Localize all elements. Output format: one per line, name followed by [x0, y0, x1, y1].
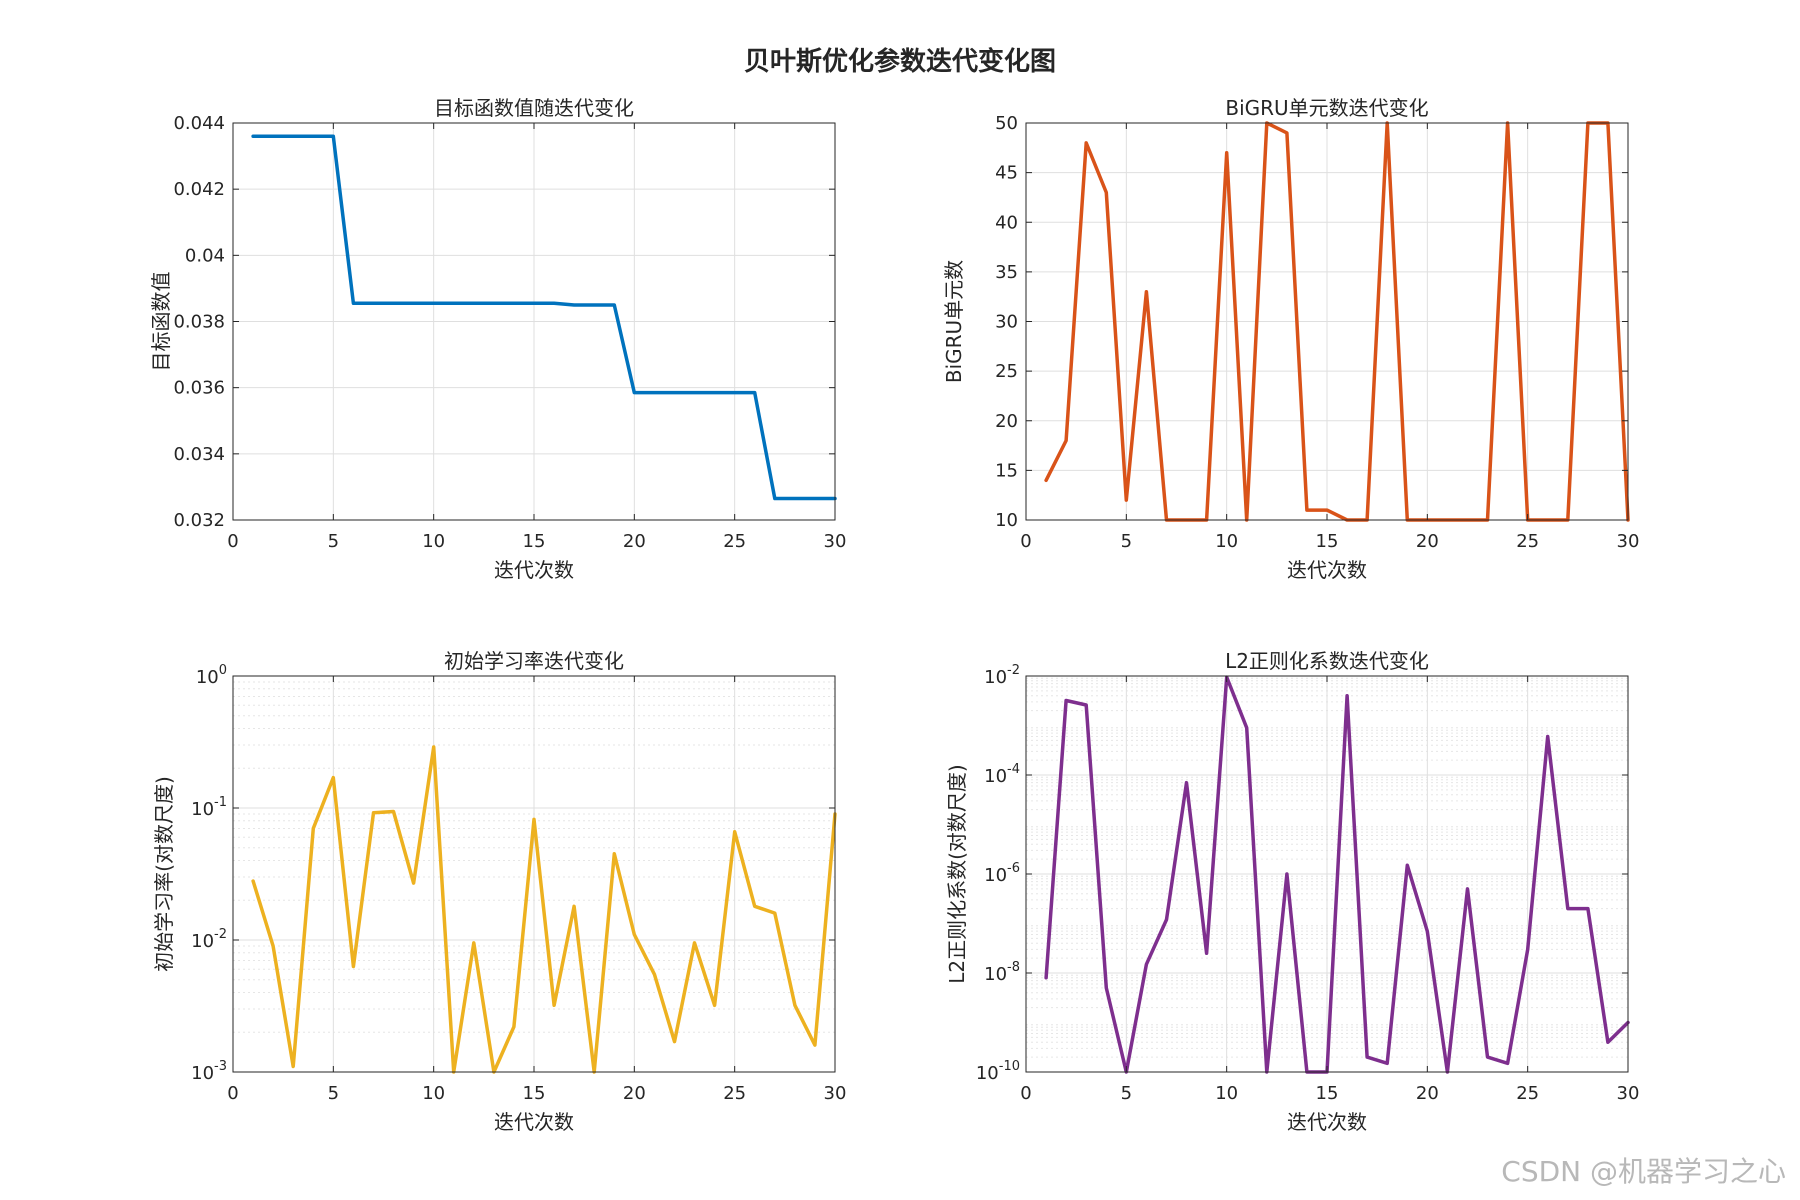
axes-title: L2正则化系数迭代变化	[1225, 649, 1429, 673]
y-tick-label: 0.042	[173, 179, 225, 200]
y-axis-label: 目标函数值	[149, 272, 173, 372]
x-tick-label: 30	[1617, 531, 1640, 552]
chart-panel-2: 0 5 10 15 20 25 30101520253035404550BiGRU单元数迭代…	[942, 96, 1639, 582]
x-tick-label: 0	[1020, 531, 1031, 552]
series-line	[251, 745, 837, 1074]
x-tick-label: 10	[422, 531, 445, 552]
x-axis-label: 迭代次数	[1287, 1110, 1367, 1134]
x-tick-label: 5	[1121, 1083, 1132, 1104]
y-tick-label: 15	[995, 460, 1018, 481]
x-axis-label: 迭代次数	[494, 558, 574, 582]
x-tick-label: 25	[723, 531, 746, 552]
watermark-text: CSDN @机器学习之心	[1501, 1155, 1786, 1188]
y-axis-label: L2正则化系数(对数尺度)	[945, 764, 969, 983]
chart-panel-4: 0 5 10 15 20 25 30 10-10 10-8 10-6 10-4 10-2 L2正则化系数…	[945, 649, 1639, 1134]
y-tick-label: 10	[995, 510, 1018, 531]
x-tick-label: 20	[1416, 531, 1439, 552]
y-tick-label: 0.04	[185, 245, 225, 266]
x-tick-label: 20	[623, 531, 646, 552]
x-tick-label: 10	[1215, 531, 1238, 552]
x-tick-label: 20	[1416, 1083, 1439, 1104]
y-tick-label: 10-4	[984, 762, 1020, 787]
figure-title: 贝叶斯优化参数迭代变化图	[744, 46, 1056, 77]
y-tick-label: 10-8	[984, 960, 1020, 985]
x-tick-label: 0	[1020, 1083, 1031, 1104]
y-tick-label: 0.032	[173, 510, 225, 531]
x-tick-label: 15	[1316, 531, 1339, 552]
x-tick-label: 20	[623, 1083, 646, 1104]
x-tick-label: 25	[1516, 531, 1539, 552]
y-tick-label: 10-3	[191, 1059, 227, 1084]
x-tick-label: 0	[227, 1083, 238, 1104]
x-tick-label: 30	[824, 1083, 847, 1104]
y-tick-label: 45	[995, 163, 1018, 184]
x-tick-label: 5	[328, 531, 339, 552]
x-axis-label: 迭代次数	[494, 1110, 574, 1134]
y-axis-label: 初始学习率(对数尺度)	[152, 776, 176, 972]
y-tick-label: 30	[995, 312, 1018, 333]
x-axis-label: 迭代次数	[1287, 558, 1367, 582]
axes-title: BiGRU单元数迭代变化	[1225, 96, 1428, 120]
y-tick-label: 0.036	[173, 378, 225, 399]
chart-panel-1: 0 5 10 15 20 25 30 0.032 0.034 0.036 0.038 0.04 0.04…	[149, 96, 846, 582]
y-tick-label: 10-2	[984, 663, 1020, 688]
axes-title: 目标函数值随迭代变化	[434, 96, 634, 120]
x-tick-label: 5	[328, 1083, 339, 1104]
y-axis-label: BiGRU单元数	[942, 260, 966, 383]
x-tick-label: 15	[1316, 1083, 1339, 1104]
y-tick-label: 0.044	[173, 113, 225, 134]
y-tick-label: 10-10	[976, 1059, 1020, 1084]
x-tick-label: 0	[227, 531, 238, 552]
y-tick-label: 35	[995, 262, 1018, 283]
x-tick-label: 25	[1516, 1083, 1539, 1104]
y-tick-label: 10-2	[191, 927, 227, 952]
series-line	[1044, 675, 1630, 1074]
y-tick-label: 100	[196, 663, 227, 688]
y-tick-label: 0.038	[173, 312, 225, 333]
y-tick-label: 50	[995, 113, 1018, 134]
y-tick-label: 0.034	[173, 444, 225, 465]
y-tick-label: 25	[995, 361, 1018, 382]
y-tick-label: 20	[995, 411, 1018, 432]
x-tick-label: 10	[1215, 1083, 1238, 1104]
x-tick-label: 30	[824, 531, 847, 552]
y-tick-label: 10-6	[984, 861, 1020, 886]
x-tick-label: 30	[1617, 1083, 1640, 1104]
series-line	[251, 134, 837, 501]
y-tick-label: 40	[995, 212, 1018, 233]
chart-panel-3: 0 5 10 15 20 25 30 10-3 10-2 10-1 100 初始学习率迭代变化迭代次数…	[152, 649, 846, 1134]
y-tick-label: 10-1	[191, 795, 227, 820]
axes-title: 初始学习率迭代变化	[444, 649, 624, 673]
x-tick-label: 25	[723, 1083, 746, 1104]
x-tick-label: 15	[523, 1083, 546, 1104]
x-tick-label: 10	[422, 1083, 445, 1104]
x-tick-label: 15	[523, 531, 546, 552]
x-tick-label: 5	[1121, 531, 1132, 552]
